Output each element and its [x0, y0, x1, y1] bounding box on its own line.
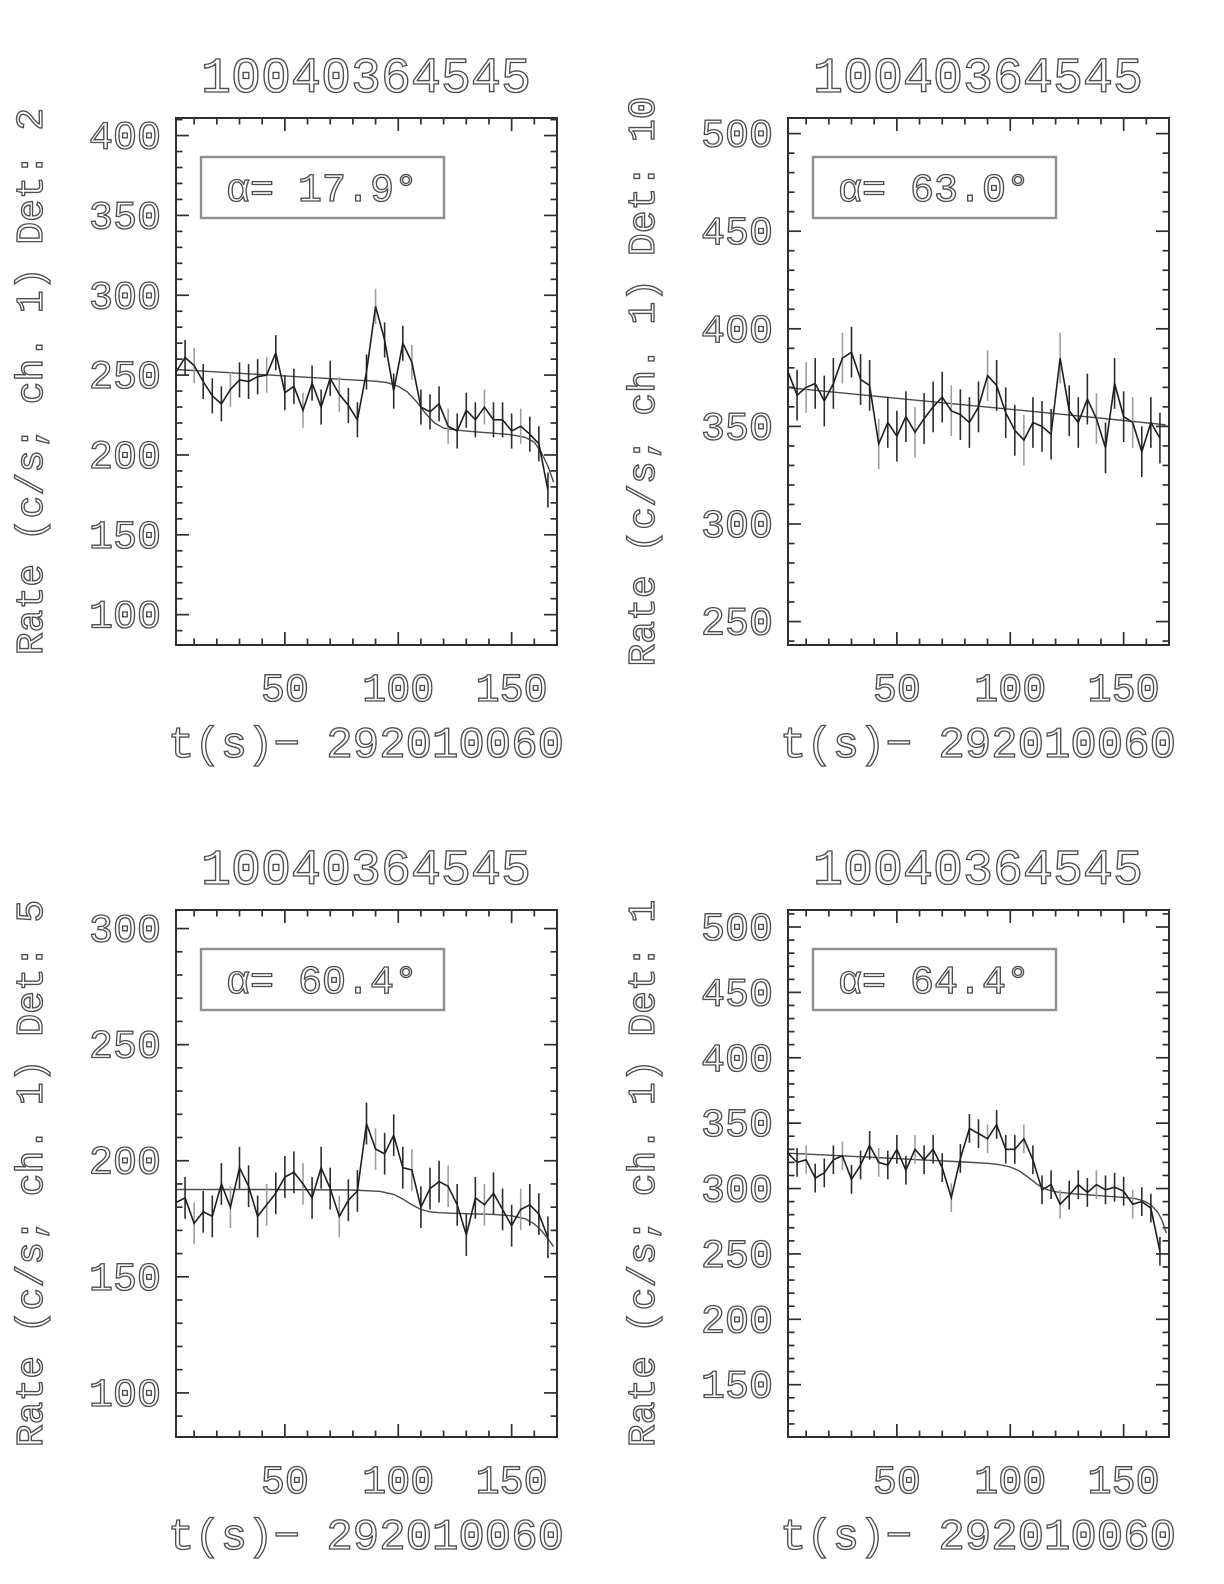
y-tick-label: 200	[89, 436, 161, 481]
alpha-annotation-box	[199, 155, 446, 220]
plot-title: 10040364545	[201, 51, 531, 108]
plot-title: 10040364545	[201, 843, 531, 900]
y-tick-label: 300	[701, 505, 773, 550]
model-curve	[176, 1188, 555, 1248]
y-tick-label: 200	[701, 1300, 773, 1345]
y-axis-label: Rate (c/s; ch. 1) Det: 10	[623, 96, 666, 666]
plot-panel-bottom-left: 10040364545 t(s)− 292010060 Rate (c/s; ch.…	[0, 792, 612, 1584]
y-tick-label: 100	[89, 596, 161, 641]
y-tick-label: 500	[701, 115, 773, 160]
x-axis-label: t(s)− 292010060	[780, 721, 1176, 771]
y-tick-label: 150	[89, 516, 161, 561]
x-axis-label: t(s)− 292010060	[168, 721, 564, 771]
data-curve	[175, 306, 549, 491]
x-tick-label: 100	[974, 1461, 1046, 1506]
x-tick-label: 100	[362, 669, 434, 714]
alpha-annotation-box	[199, 947, 446, 1012]
y-tick-label: 250	[701, 1235, 773, 1280]
alpha-annotation-box	[811, 947, 1058, 1012]
alpha-annotation: α= 17.9°	[226, 169, 418, 214]
y-tick-label: 300	[89, 910, 161, 955]
axis-ticks	[788, 910, 1170, 1438]
error-bars	[787, 1110, 1161, 1266]
error-bars	[175, 1102, 549, 1259]
light-curve-plot-det-5: 10040364545 t(s)− 292010060 Rate (c/s; ch.…	[10, 842, 564, 1563]
x-tick-label: 100	[974, 669, 1046, 714]
plot-panel-top-left: 10040364545 t(s)− 292010060 Rate (c/s; ch.…	[0, 0, 612, 792]
y-tick-label: 250	[701, 603, 773, 648]
model-curve	[787, 1152, 1167, 1234]
alpha-annotation: α= 60.4°	[226, 961, 418, 1006]
y-tick-label: 400	[701, 1039, 773, 1084]
y-axis-label: Rate (c/s; ch. 1) Det: 5	[11, 900, 54, 1447]
x-tick-label: 150	[1088, 669, 1160, 714]
alpha-annotation: α= 63.0°	[838, 169, 1030, 214]
axis-ticks	[176, 910, 558, 1437]
y-tick-label: 350	[89, 196, 161, 241]
y-tick-label: 250	[89, 1026, 161, 1071]
axis-ticks	[176, 118, 558, 645]
x-tick-label: 100	[362, 1461, 434, 1506]
x-tick-label: 150	[476, 669, 548, 714]
plot-title: 10040364545	[813, 51, 1143, 108]
y-tick-label: 450	[701, 212, 773, 257]
x-tick-label: 150	[1088, 1461, 1160, 1506]
y-tick-label: 150	[701, 1366, 773, 1411]
plot-panel-top-right: 10040364545 t(s)− 292010060 Rate (c/s; ch.…	[612, 0, 1224, 792]
y-tick-label: 250	[89, 356, 161, 401]
x-tick-label: 50	[873, 669, 921, 714]
y-tick-label: 100	[89, 1374, 161, 1419]
data-curve	[787, 350, 1161, 455]
y-tick-label: 500	[701, 908, 773, 953]
y-tick-label: 300	[89, 276, 161, 321]
x-tick-label: 50	[261, 669, 309, 714]
y-tick-label: 400	[701, 310, 773, 355]
y-tick-label: 350	[701, 407, 773, 452]
x-axis-label: t(s)− 292010060	[780, 1513, 1176, 1563]
error-bars	[787, 326, 1161, 478]
y-tick-label: 400	[89, 117, 161, 162]
light-curve-plot-det-2: 10040364545 t(s)− 292010060 Rate (c/s; ch.…	[10, 50, 564, 771]
x-tick-label: 150	[476, 1461, 548, 1506]
y-tick-label: 450	[701, 973, 773, 1018]
x-tick-label: 50	[261, 1461, 309, 1506]
y-tick-label: 150	[89, 1258, 161, 1303]
y-axis-label: Rate (c/s; ch. 1) Det: 1	[623, 900, 666, 1447]
light-curve-plot-det-1: 10040364545 t(s)− 292010060 Rate (c/s; ch.…	[622, 842, 1176, 1563]
x-tick-label: 50	[873, 1461, 921, 1506]
plot-frame	[787, 909, 1170, 1438]
plot-title: 10040364545	[813, 843, 1143, 900]
alpha-annotation: α= 64.4°	[838, 961, 1030, 1006]
light-curve-plot-det-10: 10040364545 t(s)− 292010060 Rate (c/s; ch.…	[622, 50, 1176, 771]
data-curve	[175, 1123, 549, 1239]
y-axis-label: Rate (c/s; ch. 1) Det: 2	[11, 108, 54, 655]
data-curve	[787, 1122, 1161, 1252]
plot-frame	[175, 909, 558, 1438]
y-tick-label: 350	[701, 1104, 773, 1149]
y-tick-label: 200	[89, 1142, 161, 1187]
y-tick-label: 300	[701, 1170, 773, 1215]
x-axis-label: t(s)− 292010060	[168, 1513, 564, 1563]
plot-panel-bottom-right: 10040364545 t(s)− 292010060 Rate (c/s; ch.…	[612, 792, 1224, 1584]
alpha-annotation-box	[811, 155, 1058, 220]
